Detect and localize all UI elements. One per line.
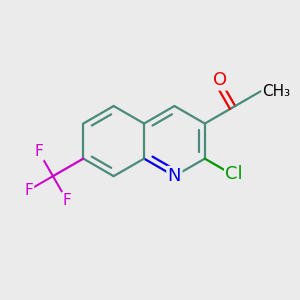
Text: N: N	[168, 167, 181, 185]
Text: F: F	[63, 193, 71, 208]
Text: CH₃: CH₃	[262, 84, 291, 99]
Text: F: F	[24, 183, 33, 198]
Text: Cl: Cl	[225, 164, 243, 182]
Text: F: F	[34, 144, 43, 159]
Text: O: O	[213, 71, 227, 89]
